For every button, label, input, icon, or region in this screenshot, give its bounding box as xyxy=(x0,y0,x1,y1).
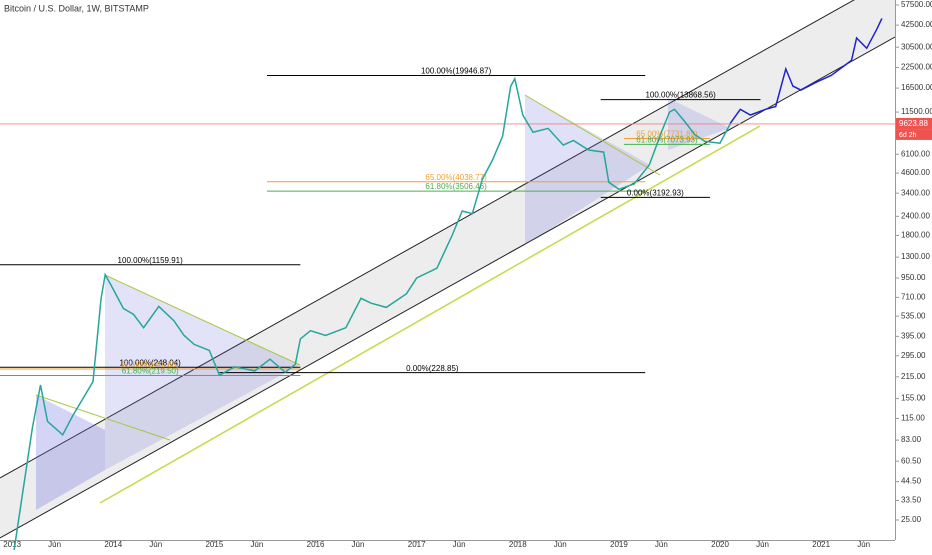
x-tick-label: 2021 xyxy=(812,540,830,549)
fib-label: 100.00%(1159.91) xyxy=(118,256,184,265)
x-tick-label: 2015 xyxy=(205,540,223,549)
y-tick-label: 3400.00 xyxy=(901,188,930,197)
x-tick-label: 2020 xyxy=(711,540,729,549)
y-tick-label: 215.00 xyxy=(901,372,926,381)
fib-label: 0.00%(228.85) xyxy=(406,364,459,373)
x-tick-label: Jun xyxy=(756,540,769,549)
triangle-edge xyxy=(524,94,661,176)
y-tick-label: 16500.00 xyxy=(901,83,932,92)
channel-lower xyxy=(0,36,896,539)
fib-label: 65.00%(241.65) xyxy=(122,360,179,369)
price-line xyxy=(12,76,731,555)
x-tick-label: 2014 xyxy=(104,540,122,549)
y-tick-label: 57500.00 xyxy=(901,0,932,9)
x-tick-label: 2018 xyxy=(509,540,527,549)
fib-label: 61.80%(219.50) xyxy=(122,367,179,376)
y-tick-label: 60.50 xyxy=(901,456,922,465)
y-tick-label: 155.00 xyxy=(901,394,926,403)
triangle-edge xyxy=(35,394,171,441)
price-tag-label: 9623.88 xyxy=(899,119,928,128)
x-tick-label: Jun xyxy=(250,540,263,549)
fib-label: 100.00%(19946.87) xyxy=(421,67,492,76)
y-tick-label: 395.00 xyxy=(901,331,926,340)
y-tick-label: 535.00 xyxy=(901,311,926,320)
triangle xyxy=(105,275,300,470)
x-tick-label: Jun xyxy=(857,540,870,549)
x-tick-label: Jun xyxy=(149,540,162,549)
fib-label: 100.00%(13868.56) xyxy=(645,91,716,100)
countdown-tag xyxy=(896,129,932,140)
chart-title: Bitcoin / U.S. Dollar, 1W, BITSTAMP xyxy=(4,3,149,13)
x-tick-label: 2013 xyxy=(3,540,21,549)
trend-line xyxy=(99,125,761,504)
y-tick-label: 2400.00 xyxy=(901,211,930,220)
fib-label: 61.80%(3506.46) xyxy=(425,182,487,191)
y-tick-label: 1300.00 xyxy=(901,252,930,261)
x-tick-label: Jun xyxy=(352,540,365,549)
y-tick-label: 25.00 xyxy=(901,515,922,524)
channel-band xyxy=(0,0,895,538)
channel-upper xyxy=(0,0,855,479)
y-tick-label: 710.00 xyxy=(901,292,926,301)
x-tick-label: 2019 xyxy=(610,540,628,549)
y-tick-label: 4600.00 xyxy=(901,168,930,177)
y-tick-label: 11500.00 xyxy=(901,107,932,116)
x-tick-label: Jun xyxy=(554,540,567,549)
y-tick-label: 950.00 xyxy=(901,273,926,282)
y-tick-label: 83.00 xyxy=(901,435,922,444)
y-tick-label: 30500.00 xyxy=(901,42,932,51)
y-tick-label: 42500.00 xyxy=(901,20,932,29)
x-tick-label: Jun xyxy=(453,540,466,549)
y-tick-label: 33.50 xyxy=(901,496,922,505)
triangle xyxy=(36,395,105,510)
y-tick-label: 295.00 xyxy=(901,351,926,360)
y-tick-label: 22500.00 xyxy=(901,63,932,72)
fib-label: 100.00%(248.04) xyxy=(119,358,181,367)
y-tick-label: 115.00 xyxy=(901,414,925,423)
x-tick-label: Jun xyxy=(655,540,668,549)
fib-label: 65.00%(7731.89) xyxy=(636,130,698,139)
y-tick-label: 6100.00 xyxy=(901,149,930,158)
fib-label: 0.00%(3192.93) xyxy=(627,188,684,197)
price-tag xyxy=(896,117,932,130)
x-tick-label: 2016 xyxy=(307,540,325,549)
triangle xyxy=(525,95,650,245)
price-line xyxy=(729,18,883,124)
y-tick-label: 1800.00 xyxy=(901,231,930,240)
x-tick-label: 2017 xyxy=(408,540,426,549)
triangle-edge xyxy=(104,274,301,366)
x-tick-label: Jun xyxy=(48,540,61,549)
fib-label: 65.00%(4038.77) xyxy=(425,173,487,182)
y-tick-label: 44.50 xyxy=(901,477,922,486)
fib-label: 61.80%(7073.93) xyxy=(636,136,698,145)
countdown-label: 6d 2h xyxy=(899,132,917,139)
